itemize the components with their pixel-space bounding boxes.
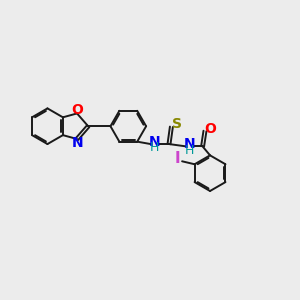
Text: N: N bbox=[148, 135, 160, 149]
Text: N: N bbox=[72, 136, 84, 151]
Text: H: H bbox=[185, 144, 194, 157]
Text: O: O bbox=[71, 103, 83, 117]
Text: N: N bbox=[184, 137, 196, 151]
Text: O: O bbox=[204, 122, 216, 136]
Text: S: S bbox=[172, 117, 182, 131]
Text: I: I bbox=[175, 152, 180, 166]
Text: H: H bbox=[149, 141, 159, 154]
